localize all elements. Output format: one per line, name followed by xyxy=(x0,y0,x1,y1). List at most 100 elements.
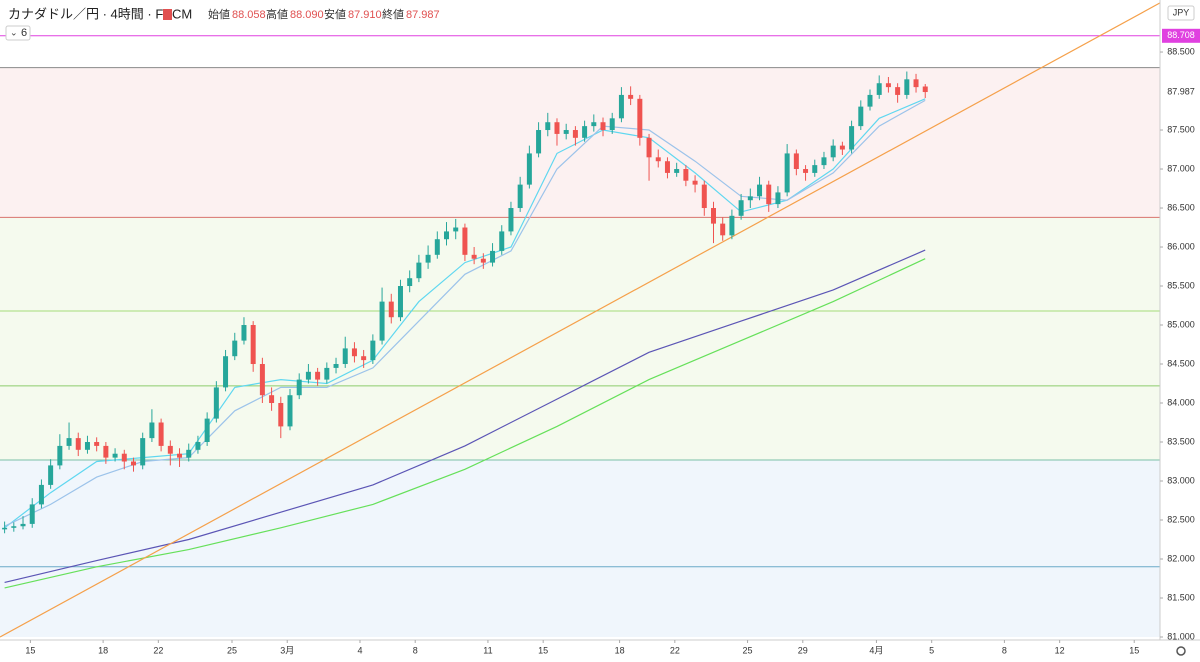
y-tick-label: 85.500 xyxy=(1167,280,1195,290)
ohlc-value: 87.987 xyxy=(406,9,440,21)
ohlc-label: 安値 xyxy=(324,7,346,21)
x-tick-label: 18 xyxy=(98,645,108,655)
last-price-tag xyxy=(1162,85,1200,100)
candle-body xyxy=(241,325,247,341)
candle-body xyxy=(259,364,265,396)
candle-body xyxy=(490,250,496,263)
candle-body xyxy=(20,523,26,527)
candle-body xyxy=(149,422,155,439)
candle-body xyxy=(793,153,799,170)
y-tick-label: 82.500 xyxy=(1167,514,1195,524)
candle-body xyxy=(849,126,855,150)
candle-body xyxy=(250,325,256,365)
indicator-line xyxy=(4,258,926,589)
candle-body xyxy=(885,83,891,88)
candle-body xyxy=(628,94,634,99)
candle-body xyxy=(876,83,882,95)
flag-icon[interactable] xyxy=(163,9,172,20)
candle-body xyxy=(572,130,578,138)
y-tick-label: 83.000 xyxy=(1167,475,1195,485)
x-tick-label: 15 xyxy=(1129,645,1139,655)
candle-body xyxy=(757,184,763,197)
x-tick-label: 3月 xyxy=(280,645,294,655)
candle-body xyxy=(103,445,109,458)
candle-body xyxy=(453,227,459,232)
ohlc-label: 高値 xyxy=(266,7,288,21)
x-tick-label: 25 xyxy=(743,645,753,655)
chart-title: カナダドル／円 · 4時間 · FXCM xyxy=(8,6,192,21)
y-tick-label: 85.000 xyxy=(1167,319,1195,329)
candle-body xyxy=(434,239,440,255)
candle-body xyxy=(766,184,772,205)
candle-body xyxy=(333,364,339,368)
candle-body xyxy=(223,356,229,388)
x-tick-label: 25 xyxy=(227,645,237,655)
x-tick-label: 15 xyxy=(538,645,548,655)
candle-body xyxy=(738,200,744,216)
x-tick-label: 11 xyxy=(483,645,492,655)
x-tick-label: 8 xyxy=(413,645,418,655)
y-tick-label: 87.000 xyxy=(1167,163,1195,173)
x-tick-label: 4 xyxy=(357,645,362,655)
candle-body xyxy=(830,145,836,158)
indicator-line xyxy=(4,98,926,529)
candle-body xyxy=(186,449,192,458)
y-tick-label: 81.500 xyxy=(1167,592,1195,602)
candle-body xyxy=(305,371,311,380)
x-tick-label: 15 xyxy=(25,645,35,655)
candle-body xyxy=(177,453,183,458)
candle-body xyxy=(729,215,735,236)
candle-body xyxy=(839,145,845,150)
candle-body xyxy=(895,87,901,95)
candle-body xyxy=(158,422,164,446)
candle-body xyxy=(296,379,302,396)
plot-area xyxy=(0,2,1161,638)
indicator-toggle[interactable] xyxy=(5,25,31,41)
time-axis: 15 18 22 25 3月 4 8 11 15 18 22 25 29 4月 5 8 12 15 xyxy=(25,640,1139,655)
candle-body xyxy=(84,442,90,450)
candle-body xyxy=(582,126,588,138)
candle-body xyxy=(140,438,146,466)
ohlc-value: 88.058 xyxy=(232,9,266,21)
candle-body xyxy=(232,340,238,357)
candle-body xyxy=(315,371,321,380)
level-label: 88.708 xyxy=(1167,30,1195,40)
candle-body xyxy=(324,367,330,380)
currency-box[interactable] xyxy=(1167,5,1195,21)
candle-body xyxy=(361,356,367,361)
candle-body xyxy=(747,196,753,201)
y-tick-label: 81.000 xyxy=(1167,631,1195,641)
candle-body xyxy=(29,504,35,524)
candle-body xyxy=(812,165,818,173)
candle-body xyxy=(407,278,413,287)
candle-body xyxy=(683,169,689,181)
candle-body xyxy=(269,395,275,404)
candle-body xyxy=(775,192,781,205)
candle-body xyxy=(213,387,219,419)
candle-body xyxy=(112,453,118,458)
candle-body xyxy=(913,79,919,88)
y-tick-label: 84.500 xyxy=(1167,358,1195,368)
candle-body xyxy=(278,403,284,427)
settings-icon[interactable] xyxy=(1176,646,1186,656)
candle-body xyxy=(75,438,81,450)
y-tick-label: 87.500 xyxy=(1167,124,1195,134)
candle-body xyxy=(167,445,173,454)
candle-body xyxy=(646,137,652,158)
candle-body xyxy=(388,301,394,318)
candle-body xyxy=(342,348,348,365)
x-tick-label: 29 xyxy=(798,645,808,655)
candle-body xyxy=(545,122,551,131)
candle-body xyxy=(710,208,716,224)
ohlc-header: 始値 88.058 高値 88.090 安値 87.910 終値 87.987 xyxy=(208,7,440,21)
candle-body xyxy=(397,286,403,318)
candle-body xyxy=(121,453,127,462)
ohlc-value: 88.090 xyxy=(290,9,324,21)
candle-body xyxy=(922,86,928,93)
candle-body xyxy=(692,180,698,185)
currency-label: JPY xyxy=(1173,7,1190,17)
y-tick-label: 86.500 xyxy=(1167,202,1195,212)
candle-body xyxy=(563,130,569,134)
candle-body xyxy=(425,254,431,263)
